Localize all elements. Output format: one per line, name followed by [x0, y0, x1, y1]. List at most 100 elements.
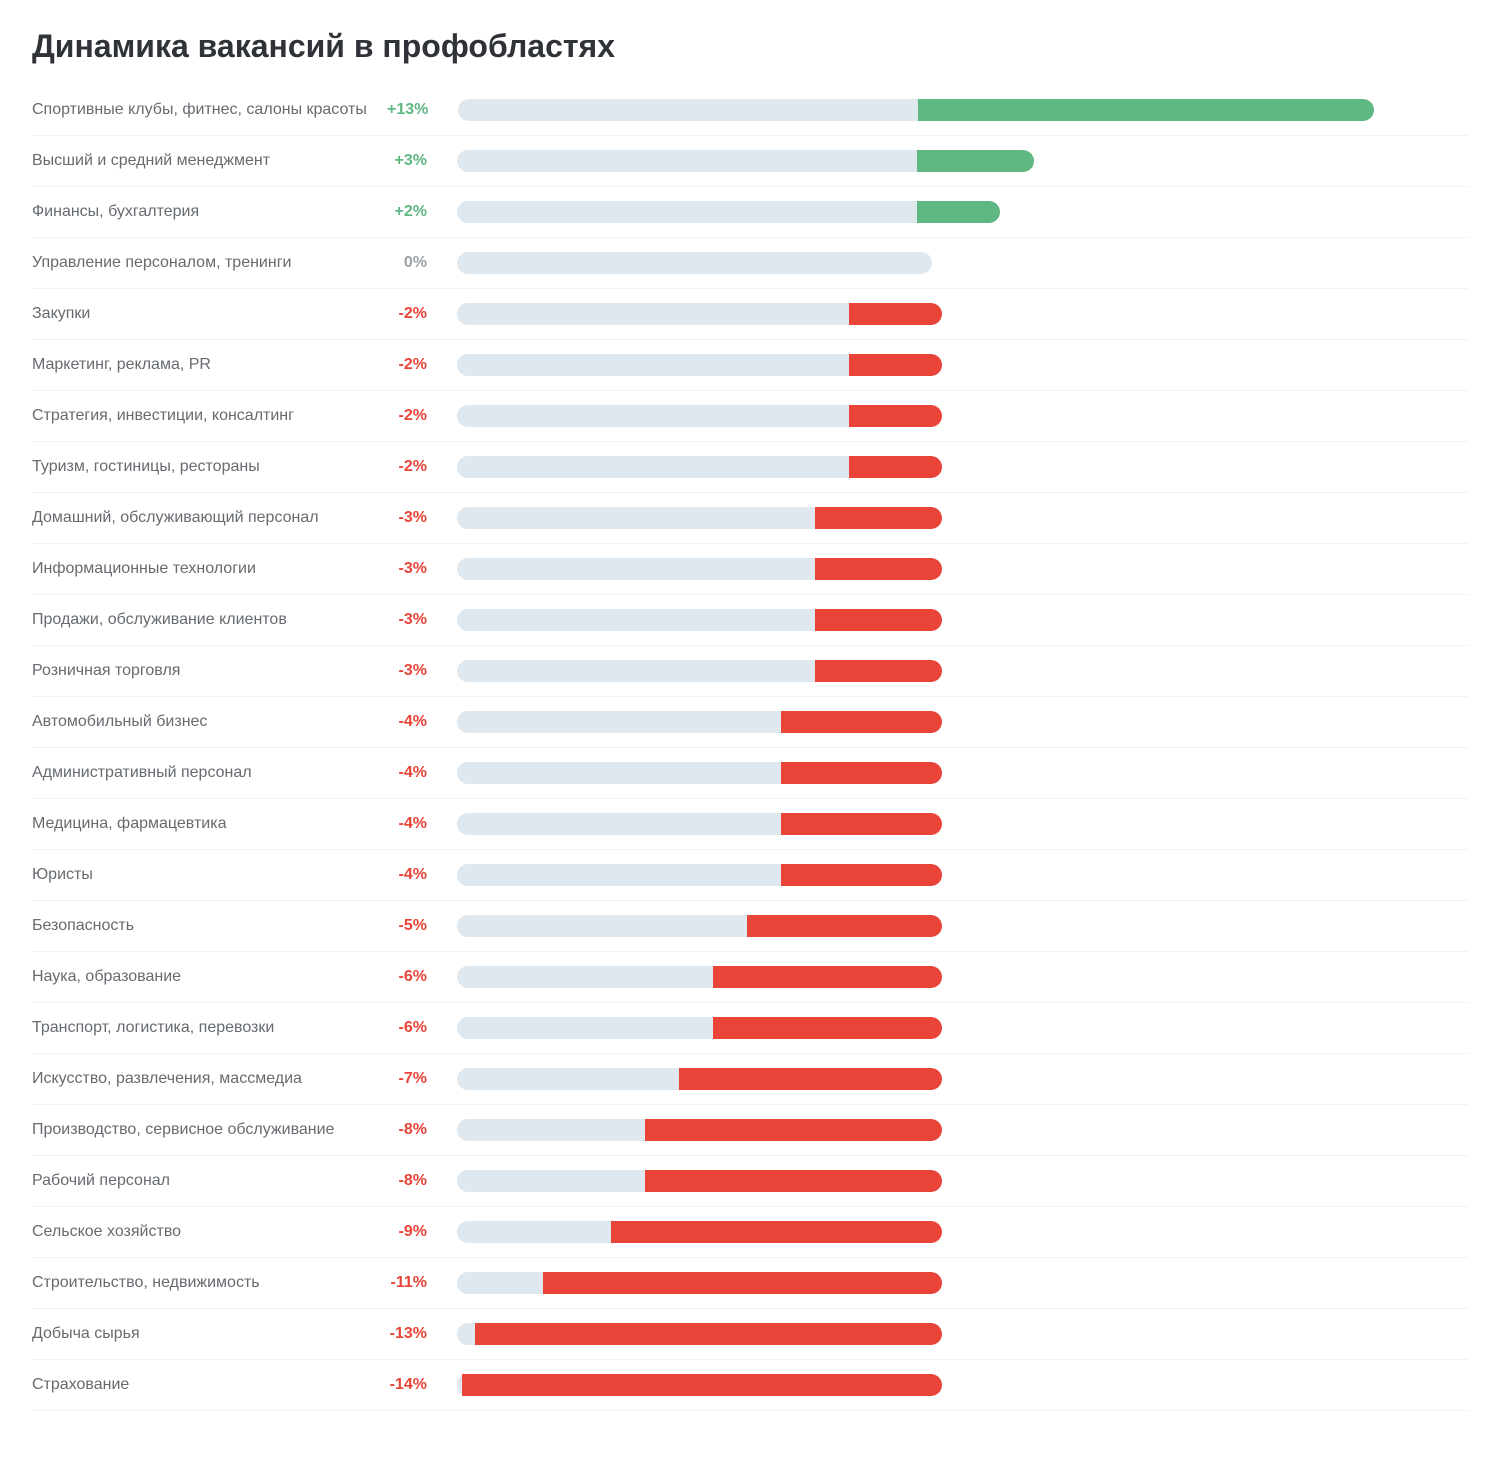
chart-row: Розничная торговля-3%: [32, 646, 1468, 697]
bar-delta-negative: [713, 966, 942, 988]
category-label: Розничная торговля: [32, 661, 387, 680]
chart-row: Юристы-4%: [32, 850, 1468, 901]
bar-base: [458, 99, 933, 121]
chart-row: Безопасность-5%: [32, 901, 1468, 952]
percent-value: -13%: [387, 1325, 457, 1343]
category-label: Финансы, бухгалтерия: [32, 202, 387, 221]
bar-base: [457, 150, 932, 172]
category-label: Домашний, обслуживающий персонал: [32, 508, 387, 527]
percent-value: -4%: [387, 815, 457, 833]
chart-row: Сельское хозяйство-9%: [32, 1207, 1468, 1258]
bar-base: [457, 813, 796, 835]
chart-row: Медицина, фармацевтика-4%: [32, 799, 1468, 850]
bar-area: [457, 1170, 1468, 1192]
bar-delta-negative: [679, 1068, 942, 1090]
category-label: Информационные технологии: [32, 559, 387, 578]
percent-value: +3%: [387, 152, 457, 170]
chart-row: Добыча сырья-13%: [32, 1309, 1468, 1360]
category-label: Искусство, развлечения, массмедиа: [32, 1069, 387, 1088]
bar-delta-negative: [645, 1119, 942, 1141]
percent-value: -2%: [387, 458, 457, 476]
percent-value: -3%: [387, 560, 457, 578]
bar-delta-negative: [849, 405, 942, 427]
bar-area: [457, 303, 1468, 325]
bar-area: [457, 354, 1468, 376]
chart-row: Финансы, бухгалтерия+2%: [32, 187, 1468, 238]
bar-base: [457, 864, 796, 886]
category-label: Транспорт, логистика, перевозки: [32, 1018, 387, 1037]
bar-delta-negative: [781, 813, 942, 835]
bar-base: [457, 201, 932, 223]
category-label: Юристы: [32, 865, 387, 884]
bar-area: [457, 609, 1468, 631]
bar-area: [457, 711, 1468, 733]
chart-row: Производство, сервисное обслуживание-8%: [32, 1105, 1468, 1156]
percent-value: -5%: [387, 917, 457, 935]
bar-delta-negative: [462, 1374, 942, 1396]
bar-area: [457, 966, 1468, 988]
category-label: Производство, сервисное обслуживание: [32, 1120, 387, 1139]
bar-delta-positive: [917, 201, 1000, 223]
bar-delta-negative: [645, 1170, 942, 1192]
bar-delta-negative: [815, 609, 942, 631]
chart-row: Рабочий персонал-8%: [32, 1156, 1468, 1207]
bar-area: [457, 1323, 1468, 1345]
percent-value: -4%: [387, 866, 457, 884]
percent-value: -3%: [387, 509, 457, 527]
chart-row: Стратегия, инвестиции, консалтинг-2%: [32, 391, 1468, 442]
bar-delta-negative: [849, 303, 942, 325]
bar-area: [457, 507, 1468, 529]
bar-area: [457, 660, 1468, 682]
vacancy-dynamics-chart: Спортивные клубы, фитнес, салоны красоты…: [32, 85, 1468, 1411]
bar-area: [457, 762, 1468, 784]
bar-delta-negative: [815, 660, 942, 682]
category-label: Добыча сырья: [32, 1324, 387, 1343]
bar-area: [457, 456, 1468, 478]
bar-area: [457, 915, 1468, 937]
bar-area: [457, 813, 1468, 835]
category-label: Безопасность: [32, 916, 387, 935]
bar-delta-negative: [543, 1272, 942, 1294]
bar-area: [457, 1119, 1468, 1141]
chart-row: Туризм, гостиницы, рестораны-2%: [32, 442, 1468, 493]
category-label: Стратегия, инвестиции, консалтинг: [32, 406, 387, 425]
chart-row: Страхование-14%: [32, 1360, 1468, 1411]
bar-delta-negative: [849, 456, 942, 478]
category-label: Наука, образование: [32, 967, 387, 986]
bar-delta-negative: [815, 507, 942, 529]
bar-delta-positive: [918, 99, 1374, 121]
percent-value: -6%: [387, 1019, 457, 1037]
category-label: Продажи, обслуживание клиентов: [32, 610, 387, 629]
chart-row: Информационные технологии-3%: [32, 544, 1468, 595]
category-label: Медицина, фармацевтика: [32, 814, 387, 833]
bar-base: [457, 966, 728, 988]
chart-row: Наука, образование-6%: [32, 952, 1468, 1003]
percent-value: -6%: [387, 968, 457, 986]
bar-base: [457, 1170, 660, 1192]
bar-delta-negative: [815, 558, 942, 580]
category-label: Туризм, гостиницы, рестораны: [32, 457, 387, 476]
bar-base: [457, 915, 762, 937]
chart-row: Административный персонал-4%: [32, 748, 1468, 799]
category-label: Спортивные клубы, фитнес, салоны красоты: [32, 100, 387, 119]
chart-row: Высший и средний менеджмент+3%: [32, 136, 1468, 187]
bar-delta-negative: [713, 1017, 942, 1039]
bar-delta-negative: [611, 1221, 942, 1243]
percent-value: -4%: [387, 764, 457, 782]
bar-delta-negative: [475, 1323, 942, 1345]
bar-base: [457, 1119, 660, 1141]
chart-row: Маркетинг, реклама, PR-2%: [32, 340, 1468, 391]
chart-row: Транспорт, логистика, перевозки-6%: [32, 1003, 1468, 1054]
bar-area: [457, 150, 1468, 172]
chart-row: Спортивные клубы, фитнес, салоны красоты…: [32, 85, 1468, 136]
category-label: Административный персонал: [32, 763, 387, 782]
percent-value: +13%: [387, 101, 458, 119]
bar-base: [457, 354, 864, 376]
bar-area: [457, 1017, 1468, 1039]
percent-value: -7%: [387, 1070, 457, 1088]
chart-row: Строительство, недвижимость-11%: [32, 1258, 1468, 1309]
chart-title: Динамика вакансий в профобластях: [32, 28, 1468, 65]
bar-base: [457, 405, 864, 427]
category-label: Закупки: [32, 304, 387, 323]
bar-base: [457, 558, 830, 580]
